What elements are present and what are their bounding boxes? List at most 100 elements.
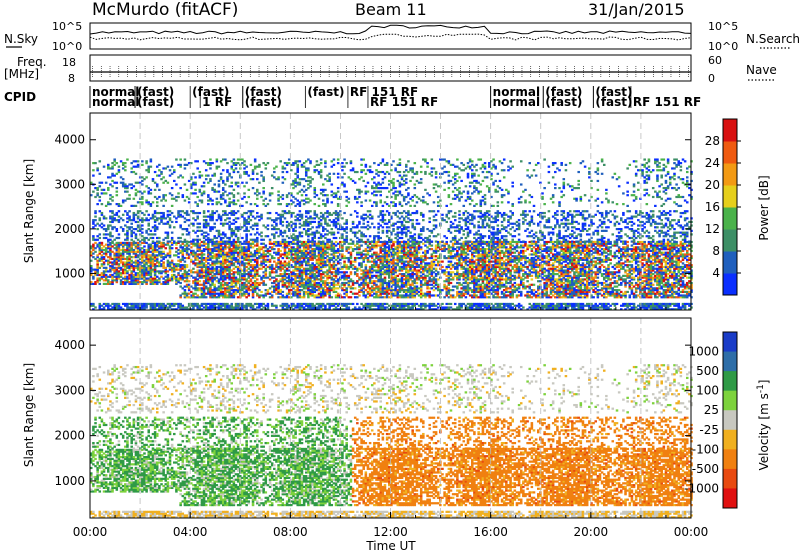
power-cell: [111, 266, 114, 269]
power-cell: [107, 176, 110, 179]
power-cell: [260, 290, 263, 294]
power-cell: [232, 278, 236, 281]
power-cell: [192, 210, 195, 213]
power-cell: [149, 254, 153, 257]
power-cell: [138, 227, 142, 231]
power-cell: [211, 238, 214, 241]
power-cell: [241, 215, 244, 218]
power-cell: [204, 215, 208, 218]
power-cell: [249, 213, 253, 216]
power-cell: [147, 203, 150, 206]
power-cell: [168, 268, 172, 271]
power-cell: [134, 204, 138, 207]
power-cell: [113, 163, 116, 166]
power-cell: [283, 178, 287, 181]
power-cell: [92, 256, 95, 259]
power-cell: [192, 260, 195, 263]
power-cell: [228, 201, 231, 204]
power-cell: [256, 211, 259, 215]
power-cell: [141, 224, 144, 227]
power-cell: [164, 222, 168, 225]
power-cell: [281, 170, 285, 174]
power-cell: [100, 250, 104, 253]
power-cell: [92, 236, 95, 240]
power-cell: [130, 263, 133, 266]
power-cell: [111, 179, 114, 183]
power-cell: [232, 229, 236, 232]
power-cell: [192, 280, 195, 283]
power-cell: [196, 273, 199, 276]
power-cell: [190, 176, 193, 179]
power-cell: [117, 220, 121, 224]
power-cell: [230, 256, 234, 260]
power-cell: [126, 263, 129, 266]
power-cell: [162, 264, 165, 268]
power-cell: [136, 277, 140, 280]
power-cell: [145, 169, 148, 172]
power-cell: [128, 259, 131, 262]
power-cell: [145, 241, 148, 244]
power-cell: [160, 263, 163, 266]
power-cell: [117, 266, 121, 269]
power-cell: [92, 308, 95, 311]
power-cell: [138, 261, 142, 264]
power-cell: [162, 197, 165, 200]
power-cell: [143, 241, 146, 244]
power-cell: [117, 241, 121, 244]
power-cell: [207, 269, 210, 272]
power-cell: [243, 256, 246, 260]
power-cell: [247, 276, 251, 279]
power-cell: [217, 190, 221, 193]
power-cell: [230, 287, 234, 290]
power-cell: [181, 194, 185, 197]
power-cell: [175, 183, 178, 186]
power-cell: [143, 178, 146, 181]
power-cell: [119, 248, 123, 252]
power-cell: [221, 236, 225, 240]
power-cell: [179, 246, 182, 249]
power-cell: [158, 279, 161, 282]
power-cell: [145, 219, 148, 222]
power-cell: [166, 222, 170, 225]
power-cell: [130, 231, 133, 234]
power-cell: [109, 268, 112, 271]
power-cell: [209, 163, 212, 166]
power-cell: [136, 211, 140, 215]
power-cell: [311, 226, 314, 229]
power-cell: [236, 262, 240, 265]
power-cell: [138, 229, 142, 232]
power-cell: [351, 220, 355, 224]
power-cell: [230, 210, 234, 213]
power-cell: [164, 266, 168, 269]
power-cell: [232, 242, 236, 245]
power-cell: [141, 259, 144, 262]
power-cell: [232, 267, 236, 270]
power-cell: [128, 241, 131, 244]
power-cell: [234, 302, 238, 306]
power-cell: [196, 255, 199, 258]
power-cell: [177, 195, 180, 199]
power-cell: [175, 220, 178, 224]
power-cell: [249, 203, 253, 206]
power-cell: [162, 167, 165, 170]
power-cell: [190, 304, 193, 307]
power-cell: [226, 213, 229, 216]
power-cell: [277, 190, 280, 193]
power-cell: [175, 264, 178, 268]
power-cell: [332, 163, 336, 166]
power-cell: [145, 217, 148, 220]
power-cell: [181, 248, 185, 251]
power-cell: [228, 294, 231, 297]
power-cell: [162, 243, 165, 246]
power-cell: [226, 236, 229, 240]
power-cell: [145, 270, 148, 273]
power-cell: [192, 302, 195, 306]
power-cell: [115, 241, 119, 244]
power-cell: [204, 280, 208, 283]
power-cell: [200, 229, 204, 232]
power-cell: [94, 215, 97, 218]
power-cell: [285, 170, 289, 174]
power-cell: [100, 211, 104, 215]
power-cell: [121, 245, 125, 248]
power-cell: [92, 190, 95, 193]
